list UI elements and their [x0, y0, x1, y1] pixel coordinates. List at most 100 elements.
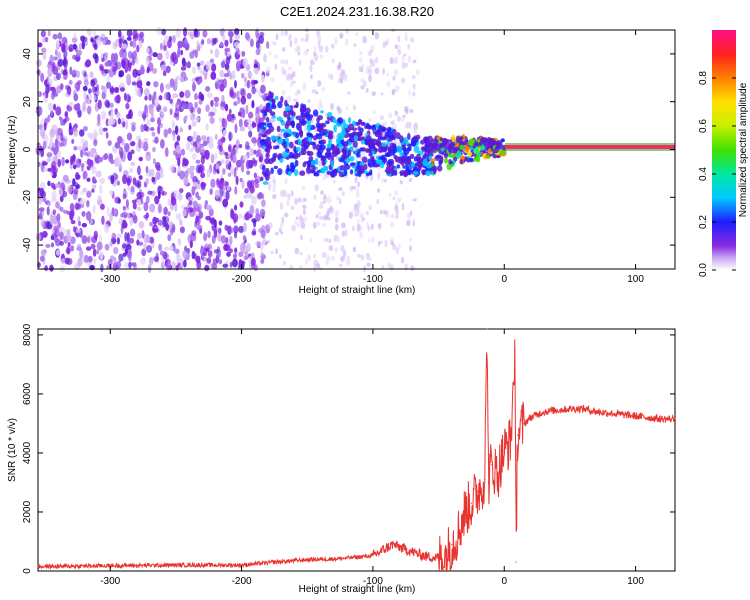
faint-speckle — [274, 63, 278, 70]
faint-speckle — [377, 188, 381, 193]
noise-speckle — [130, 161, 135, 166]
signal-blob — [277, 138, 284, 145]
noise-speckle — [225, 190, 230, 201]
noise-speckle — [187, 102, 193, 111]
faint-speckle — [298, 197, 301, 203]
faint-speckle — [345, 27, 349, 34]
noise-speckle — [261, 199, 266, 208]
noise-speckle — [143, 242, 148, 251]
noise-speckle — [122, 205, 127, 211]
snr-data-point — [497, 473, 499, 475]
faint-speckle — [274, 54, 278, 60]
noise-speckle — [211, 262, 218, 270]
noise-speckle — [82, 149, 86, 156]
noise-speckle — [182, 250, 188, 259]
noise-speckle — [43, 167, 49, 172]
noise-speckle — [143, 88, 150, 96]
noise-speckle — [47, 30, 51, 37]
faint-speckle — [338, 186, 343, 192]
noise-speckle — [139, 31, 144, 38]
noise-speckle — [174, 125, 179, 135]
snr-x-tick-label: -100 — [363, 576, 383, 587]
noise-speckle — [81, 211, 86, 217]
signal-blob — [378, 124, 383, 130]
noise-speckle — [50, 110, 54, 117]
noise-speckle — [118, 70, 125, 78]
noise-speckle — [74, 56, 81, 61]
noise-speckle — [163, 216, 170, 224]
noise-speckle — [125, 93, 131, 103]
faint-speckle — [316, 29, 320, 37]
noise-speckle — [205, 60, 212, 71]
noise-speckle — [158, 95, 163, 101]
faint-speckle — [371, 90, 377, 97]
noise-speckle — [50, 235, 55, 240]
noise-speckle — [193, 28, 198, 38]
noise-speckle — [98, 234, 102, 244]
noise-speckle — [80, 162, 85, 168]
noise-speckle — [183, 27, 188, 37]
noise-speckle — [61, 156, 65, 167]
signal-blob — [391, 128, 397, 136]
signal-blob — [286, 133, 291, 138]
noise-speckle — [38, 207, 45, 212]
faint-speckle — [401, 202, 405, 211]
faint-speckle — [321, 252, 327, 258]
noise-speckle — [234, 186, 238, 195]
signal-blob — [360, 139, 366, 145]
noise-speckle — [247, 123, 253, 131]
noise-speckle — [255, 48, 261, 56]
faint-speckle — [285, 74, 291, 82]
noise-speckle — [183, 170, 189, 178]
noise-speckle — [52, 92, 58, 98]
noise-speckle — [260, 251, 264, 257]
signal-blob — [413, 145, 420, 154]
noise-speckle — [237, 96, 241, 104]
noise-speckle — [184, 89, 191, 99]
noise-speckle — [208, 243, 212, 250]
signal-blob — [361, 156, 368, 164]
noise-speckle — [84, 98, 91, 105]
noise-speckle — [110, 159, 115, 165]
noise-speckle — [189, 210, 195, 218]
noise-speckle — [170, 164, 175, 174]
signal-blob — [399, 171, 404, 177]
signal-blob — [406, 159, 412, 165]
spectrogram-y-tick-label: -40 — [22, 237, 33, 252]
noise-speckle — [206, 38, 212, 45]
noise-speckle — [131, 199, 137, 204]
noise-speckle — [172, 93, 179, 98]
noise-speckle — [233, 79, 237, 89]
noise-speckle — [129, 216, 134, 226]
noise-speckle — [258, 227, 264, 234]
noise-speckle — [206, 92, 213, 99]
faint-speckle — [307, 254, 312, 262]
noise-speckle — [136, 167, 141, 174]
faint-speckle — [374, 32, 380, 40]
noise-speckle — [225, 244, 231, 252]
noise-speckle — [120, 225, 124, 234]
noise-speckle — [122, 193, 127, 200]
noise-speckle — [200, 135, 207, 142]
faint-speckle — [284, 178, 288, 185]
noise-speckle — [140, 257, 146, 266]
noise-speckle — [137, 76, 141, 82]
noise-speckle — [106, 206, 110, 217]
noise-speckle — [51, 197, 57, 203]
noise-speckle — [171, 119, 175, 129]
noise-speckle — [71, 73, 77, 78]
faint-speckle — [284, 190, 288, 198]
noise-speckle — [144, 95, 148, 101]
noise-speckle — [205, 85, 211, 92]
noise-speckle — [261, 116, 267, 121]
noise-speckle — [230, 91, 237, 99]
noise-speckle — [137, 232, 142, 240]
faint-speckle — [354, 156, 359, 162]
noise-speckle — [42, 161, 48, 166]
noise-speckle — [114, 39, 120, 47]
faint-speckle — [313, 195, 317, 200]
signal-blob — [283, 110, 288, 118]
noise-speckle — [57, 32, 63, 40]
noise-speckle — [225, 57, 231, 65]
noise-speckle — [153, 81, 159, 88]
